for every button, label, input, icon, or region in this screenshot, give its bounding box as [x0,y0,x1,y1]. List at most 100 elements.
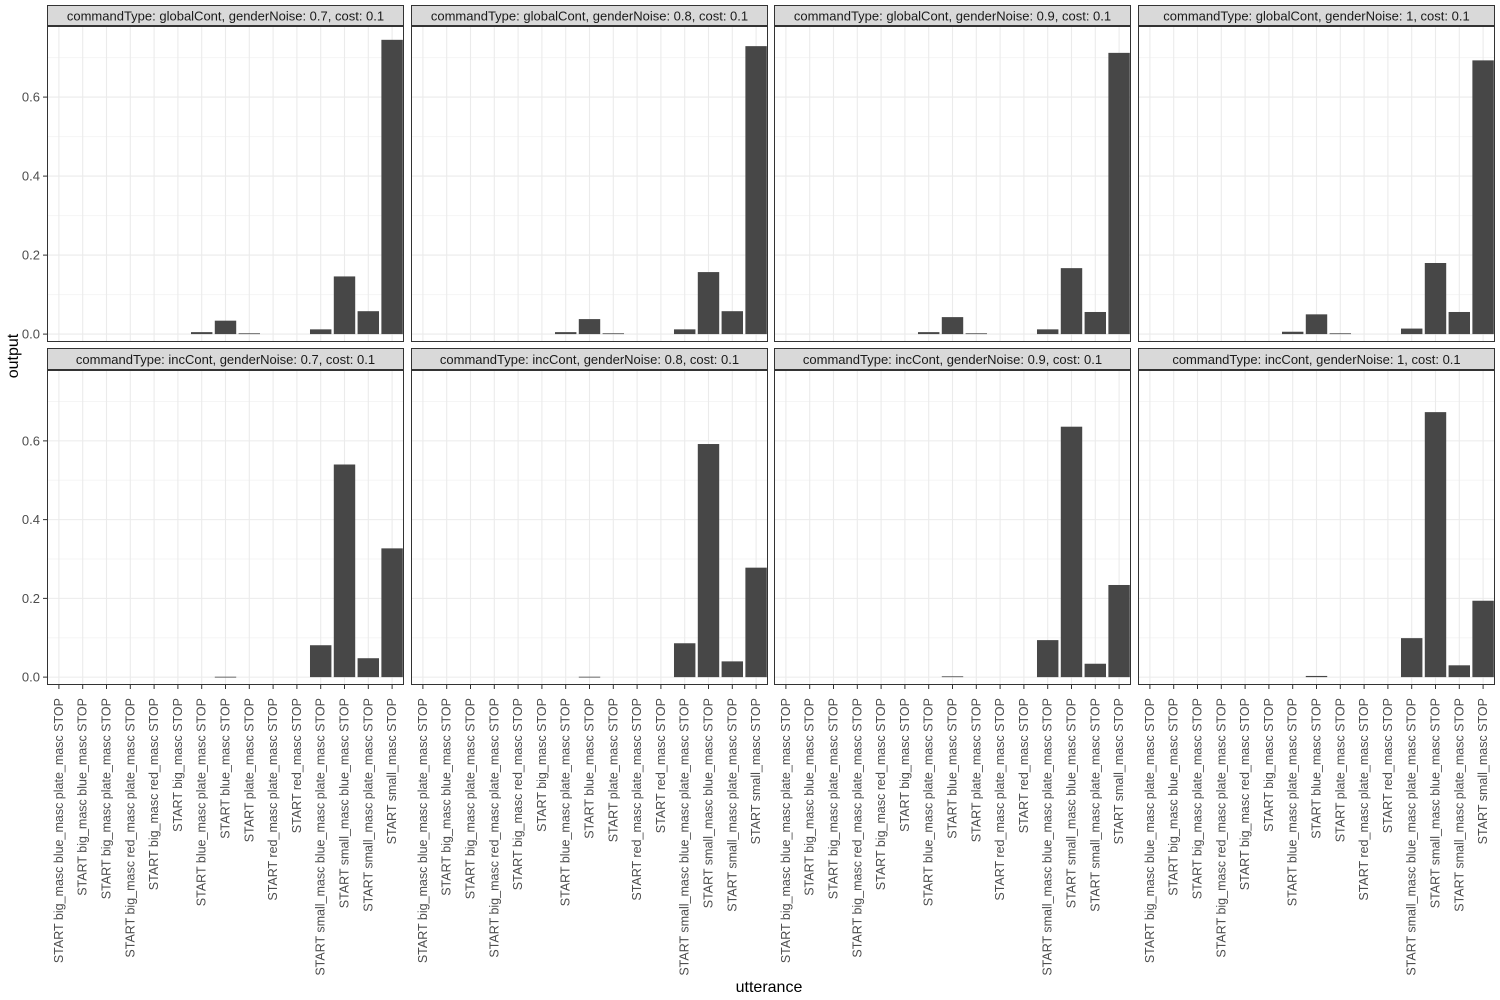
bar [1036,329,1059,335]
x-tick-label: START small_masc plate_masc STOP [725,698,739,912]
facet-panel: commandType: globalCont, genderNoise: 0.… [411,5,768,342]
x-tick-label: START small_masc blue_masc plate_masc ST… [678,698,692,976]
x-tick-label: START red_masc STOP [1381,698,1395,833]
bar [697,444,720,678]
x-tick-label: START plate_masc STOP [969,698,983,842]
x-tick-label: START red_masc STOP [1017,698,1031,833]
bar [1329,333,1352,335]
panel-border [411,370,768,685]
x-tick-label: START small_masc plate_masc STOP [1088,698,1102,912]
x-tick-label: START big_masc STOP [898,698,912,832]
y-tick-label: 0.6 [22,433,40,448]
x-tick-label: START small_masc blue_masc plate_masc ST… [1041,698,1055,976]
x-tick-label: START big_masc blue_masc plate_masc STOP [52,698,66,963]
bar [965,333,988,335]
x-tick-label: START small_masc blue_masc STOP [338,698,352,908]
x-tick-label: START red_masc plate_masc STOP [993,698,1007,901]
panel-border [1138,370,1495,685]
panel-border [47,370,404,685]
facet-panel: commandType: globalCont, genderNoise: 0.… [22,5,404,342]
x-tick-label: START small_masc blue_masc STOP [1429,698,1443,908]
x-tick-label: START big_masc red_masc plate_masc STOP [123,698,137,958]
x-tick-label: START blue_masc STOP [946,698,960,839]
x-tick-label: START plate_masc STOP [606,698,620,842]
x-tick-label: START small_masc STOP [385,698,399,844]
x-tick-label: START red_masc plate_masc STOP [266,698,280,901]
x-tick-label: START big_masc red_masc plate_masc STOP [487,698,501,958]
bar [1060,268,1083,335]
facet-panel: commandType: incCont, genderNoise: 0.9, … [774,348,1131,976]
bar [1060,426,1083,678]
x-tick-label: START big_masc blue_masc plate_masc STOP [416,698,430,963]
y-tick-label: 0.2 [22,248,40,263]
bar [1281,331,1304,335]
facet-strip [774,5,1131,26]
x-tick-label: START big_masc blue_masc STOP [76,698,90,896]
x-tick-label: START blue_masc STOP [219,698,233,839]
bar [1448,311,1471,335]
bar [745,567,767,678]
y-tick-label: 0.0 [22,670,40,685]
x-tick-label: START big_masc red_masc plate_masc STOP [850,698,864,958]
facet-panel: commandType: incCont, genderNoise: 1, co… [1138,348,1495,976]
x-tick-label: START big_masc blue_masc plate_masc STOP [1143,698,1157,963]
x-tick-label: START small_masc STOP [749,698,763,844]
bar [1400,328,1423,335]
facet-panel: commandType: globalCont, genderNoise: 0.… [774,5,1131,342]
bar [238,333,261,335]
panel-border [47,26,404,342]
panel-border [774,370,1131,685]
x-tick-label: START big_masc STOP [1262,698,1276,832]
bar [309,645,332,678]
facet-strip [1138,5,1495,26]
facet-strip [47,348,404,370]
bar [578,319,601,335]
y-tick-label: 0.0 [22,327,40,342]
facet-strip-label: commandType: incCont, genderNoise: 0.7, … [76,352,375,367]
x-tick-label: START big_masc plate_masc STOP [827,698,841,899]
x-tick-label: START big_masc blue_masc STOP [1167,698,1181,896]
x-tick-label: START small_masc STOP [1476,698,1490,844]
x-tick-label: START blue_masc plate_masc STOP [559,698,573,906]
bar [214,320,237,335]
x-tick-label: START plate_masc STOP [242,698,256,842]
x-tick-label: START big_masc STOP [171,698,185,832]
x-tick-label: START red_masc STOP [290,698,304,833]
bar [721,661,744,678]
facet-strip-label: commandType: incCont, genderNoise: 0.8, … [440,352,739,367]
facet-strip [47,5,404,26]
bar [721,311,744,335]
x-tick-label: START small_masc blue_masc plate_masc ST… [314,698,328,976]
x-tick-label: START small_masc blue_masc STOP [1065,698,1079,908]
x-tick-label: START small_masc plate_masc STOP [1452,698,1466,912]
bar [602,333,625,335]
bar [1305,314,1328,335]
x-tick-label: START blue_masc STOP [1310,698,1324,839]
bar [941,317,964,335]
bar [190,332,213,335]
bar [1108,584,1130,678]
bar [381,39,403,335]
bar [1305,675,1328,678]
x-tick-label: START big_masc red_masc STOP [147,698,161,890]
facet-strip-label: commandType: globalCont, genderNoise: 0.… [431,9,748,24]
bar [1084,311,1107,335]
bar [214,676,237,678]
bar [673,329,696,335]
x-tick-label: START blue_masc plate_masc STOP [922,698,936,906]
x-tick-label: START red_masc plate_masc STOP [1357,698,1371,901]
bar [1424,263,1447,335]
x-tick-label: START big_masc blue_masc STOP [440,698,454,896]
bar [554,332,577,335]
facet-panel: commandType: globalCont, genderNoise: 1,… [1138,5,1495,342]
x-tick-label: START big_masc red_masc STOP [511,698,525,890]
y-tick-label: 0.2 [22,591,40,606]
x-tick-label: START red_masc STOP [654,698,668,833]
x-tick-label: START small_masc plate_masc STOP [361,698,375,912]
facet-strip [411,348,768,370]
bar [333,276,356,335]
x-tick-label: START red_masc plate_masc STOP [630,698,644,901]
facet-strip [774,348,1131,370]
bar [357,658,380,678]
